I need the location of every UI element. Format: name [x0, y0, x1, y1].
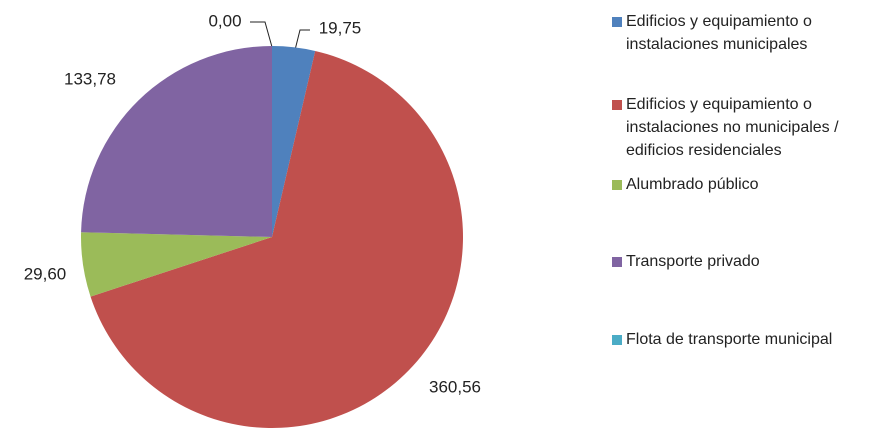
pie-slice	[90, 50, 464, 428]
legend-entry: Edificios y equipamiento o instalaciones…	[608, 10, 885, 56]
legend-swatch	[612, 257, 622, 267]
leader-line	[250, 21, 273, 48]
pie-slice	[272, 46, 316, 237]
legend-label: Edificios y equipamiento o instalaciones…	[626, 96, 839, 159]
legend-label: Alumbrado público	[626, 176, 759, 193]
data-label: 0,00	[208, 11, 241, 30]
data-label: 133,78	[64, 69, 116, 88]
legend-swatch	[612, 180, 622, 190]
legend-entry: Edificios y equipamiento o instalaciones…	[608, 93, 885, 162]
legend-swatch	[612, 335, 622, 345]
legend-label: Flota de transporte municipal	[626, 331, 833, 348]
legend-label: Edificios y equipamiento o instalaciones…	[626, 13, 812, 53]
data-label: 29,60	[24, 264, 67, 283]
data-label: 360,56	[429, 377, 481, 396]
legend-entry: Flota de transporte municipal	[608, 328, 885, 351]
legend-label: Transporte privado	[626, 253, 760, 270]
legend-entry: Alumbrado público	[608, 173, 885, 196]
pie-slice	[81, 232, 272, 297]
legend-entry: Transporte privado	[608, 250, 885, 273]
leader-line	[294, 29, 310, 51]
data-label: 19,75	[319, 18, 362, 37]
legend-swatch	[612, 17, 622, 27]
legend-swatch	[612, 100, 622, 110]
pie-slice	[81, 46, 273, 237]
